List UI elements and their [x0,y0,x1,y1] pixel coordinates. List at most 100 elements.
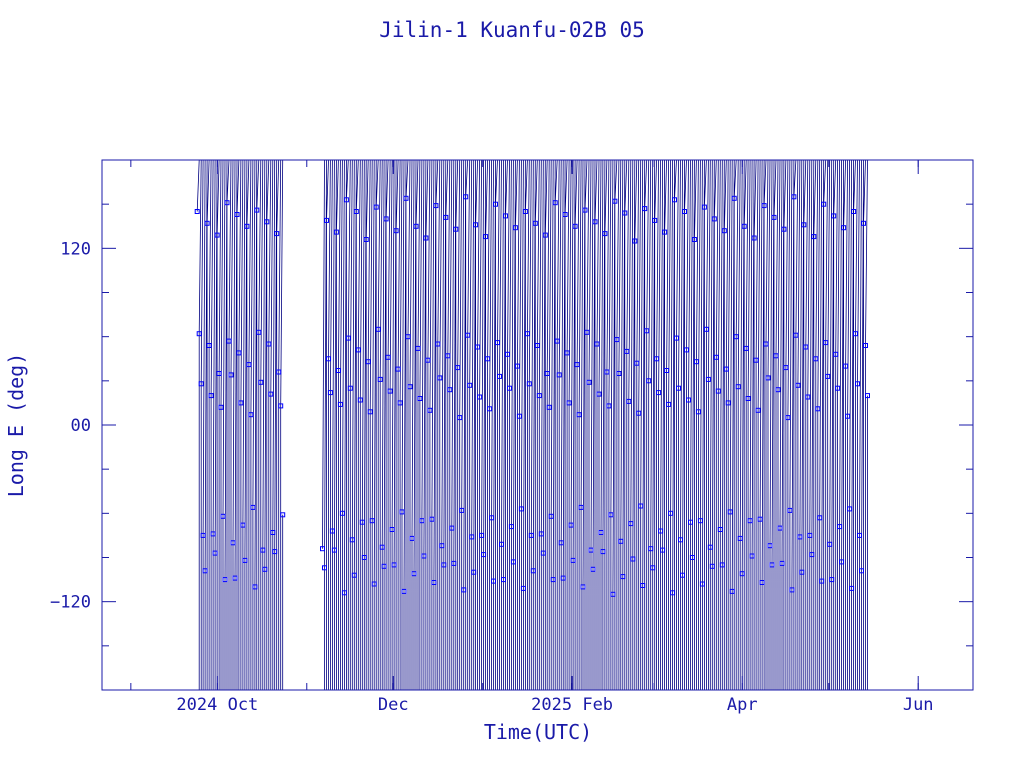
data-point [395,366,401,372]
data-point [447,387,453,393]
data-point [793,332,799,338]
data-point [709,563,715,569]
data-point [598,530,604,535]
data-point [572,223,578,229]
data-point [689,555,695,560]
data-point [238,400,244,406]
data-point [656,390,662,396]
data-point [467,382,473,388]
data-point [803,344,809,350]
data-point [552,200,558,206]
data-point [787,507,793,513]
data-point [242,557,248,563]
data-point [320,546,325,552]
data-point [560,575,566,581]
data-point [425,357,431,363]
y-tick-label: −120 [50,593,91,613]
data-point [612,198,618,204]
data-point [212,550,218,556]
data-point [582,207,588,213]
data-point [727,509,733,515]
data-point [453,226,459,232]
data-point [801,222,807,228]
data-point [863,343,868,348]
data-point [194,209,200,214]
data-point [628,521,634,527]
data-point [725,400,731,406]
data-point [715,388,721,394]
data-point [505,351,510,357]
data-point [449,525,455,531]
data-point [439,543,445,549]
data-point [375,326,381,332]
data-point [417,396,423,401]
data-point [719,562,725,568]
data-point [807,532,813,538]
data-point [208,393,214,399]
data-point [648,546,654,552]
data-point [465,332,471,338]
data-point [391,562,397,568]
data-point [851,209,857,214]
data-point [638,503,644,509]
data-point [707,544,713,550]
data-point [343,197,349,203]
data-point [268,391,274,397]
data-point [379,544,385,550]
data-point [630,556,636,562]
data-point [614,337,620,343]
data-point [224,200,230,206]
data-point [236,350,242,356]
data-point [222,577,228,583]
data-point [654,356,660,362]
data-point [262,566,268,572]
data-point [684,347,689,353]
data-point [349,537,355,543]
data-point [789,587,795,593]
data-point [586,379,592,385]
data-point [809,552,815,558]
data-point [600,549,606,555]
data-point [616,371,622,376]
data-point [664,368,670,373]
data-point [713,354,719,360]
data-point [847,506,853,512]
data-point [546,404,552,410]
data-point [596,391,602,397]
data-point [737,535,743,541]
data-point [584,329,590,335]
data-point [335,368,341,373]
data-point [485,356,491,362]
data-point [329,528,335,534]
data-point [331,547,337,553]
data-point [258,379,264,385]
data-point [403,195,409,201]
data-point [602,231,608,237]
data-point [280,512,286,518]
data-point [813,356,819,362]
data-point [771,214,777,220]
data-point [743,345,749,351]
data-point [198,381,204,387]
data-point [763,341,769,347]
data-point [526,381,532,387]
data-point [333,229,339,235]
data-point [622,210,628,216]
data-point [859,568,864,574]
data-point [745,396,751,401]
data-point [564,350,570,356]
data-point [264,219,270,225]
data-point [668,510,674,516]
data-point [626,398,632,404]
data-point [451,560,457,566]
data-point [419,518,425,524]
data-point [532,220,538,226]
data-point [228,372,234,378]
data-point [849,585,855,591]
data-point [443,214,449,220]
data-point [608,512,614,518]
data-point [765,375,771,381]
data-point [234,212,240,217]
data-point [373,204,379,210]
